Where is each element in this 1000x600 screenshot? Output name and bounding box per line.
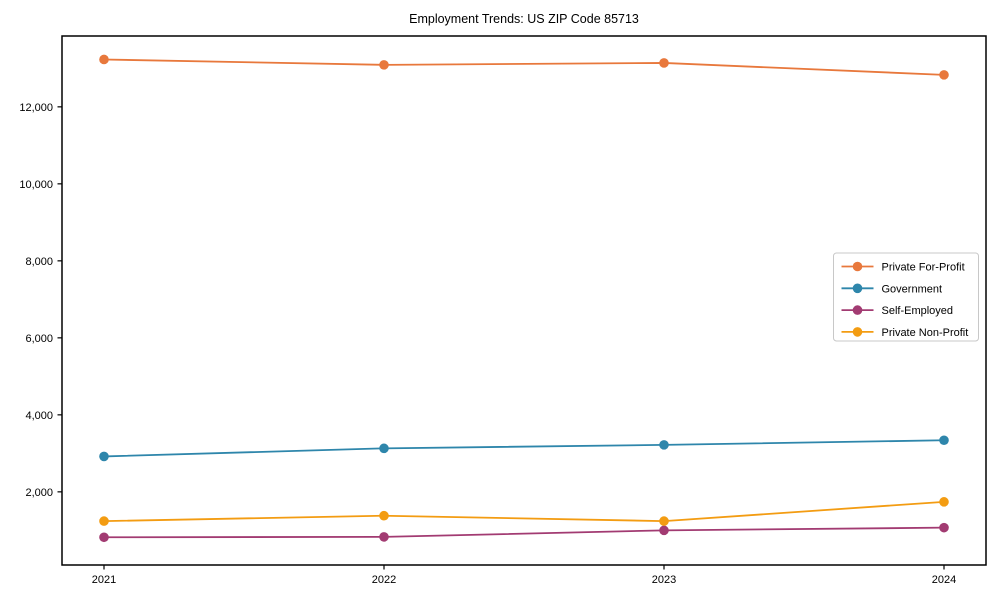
data-point-marker [379,532,389,542]
data-point-marker [939,435,949,446]
data-point-marker [939,497,949,507]
legend-label: Private Non-Profit [882,327,969,339]
data-point-marker [939,522,949,533]
data-point-marker [659,440,669,450]
legend-label: Self-Employed [882,305,954,317]
legend-box [833,252,979,342]
series-line-private-for-profit [103,58,945,76]
y-axis-tick-label: 10,000 [19,179,53,191]
legend-label: Government [882,283,943,295]
y-axis-tick-label: 4,000 [25,410,53,422]
data-point-marker [659,58,669,68]
data-point-marker [99,516,109,526]
legend-marker-dot [852,327,863,337]
data-point-marker [379,510,389,521]
legend-marker-dot [852,261,863,272]
x-axis-tick-label: 2021 [92,574,116,586]
y-axis-tick-label: 12,000 [19,102,53,114]
x-axis-tick-label: 2024 [932,574,956,586]
data-point-marker [99,532,109,543]
data-point-marker [659,516,669,526]
data-point-marker [99,451,109,462]
data-point-marker [379,443,389,454]
series-line-self-employed [103,526,945,539]
series-line-government [103,439,945,458]
data-point-marker [939,70,949,80]
y-axis-tick-label: 6,000 [25,333,53,345]
y-axis-tick-label: 8,000 [25,256,53,268]
x-axis-tick-label: 2023 [652,574,676,586]
data-point-marker [379,60,389,70]
legend-label: Private For-Profit [882,262,965,274]
legend-marker-dot [852,305,863,315]
legend-marker-dot [852,283,863,294]
data-point-marker [99,54,109,65]
axes-frame [61,35,987,566]
x-axis-tick-label: 2022 [372,574,396,586]
series-line-private-non-profit [103,500,945,523]
y-axis-tick-label: 2,000 [25,487,53,499]
data-point-marker [659,525,669,536]
chart-title: Employment Trends: US ZIP Code 85713 [409,12,639,26]
